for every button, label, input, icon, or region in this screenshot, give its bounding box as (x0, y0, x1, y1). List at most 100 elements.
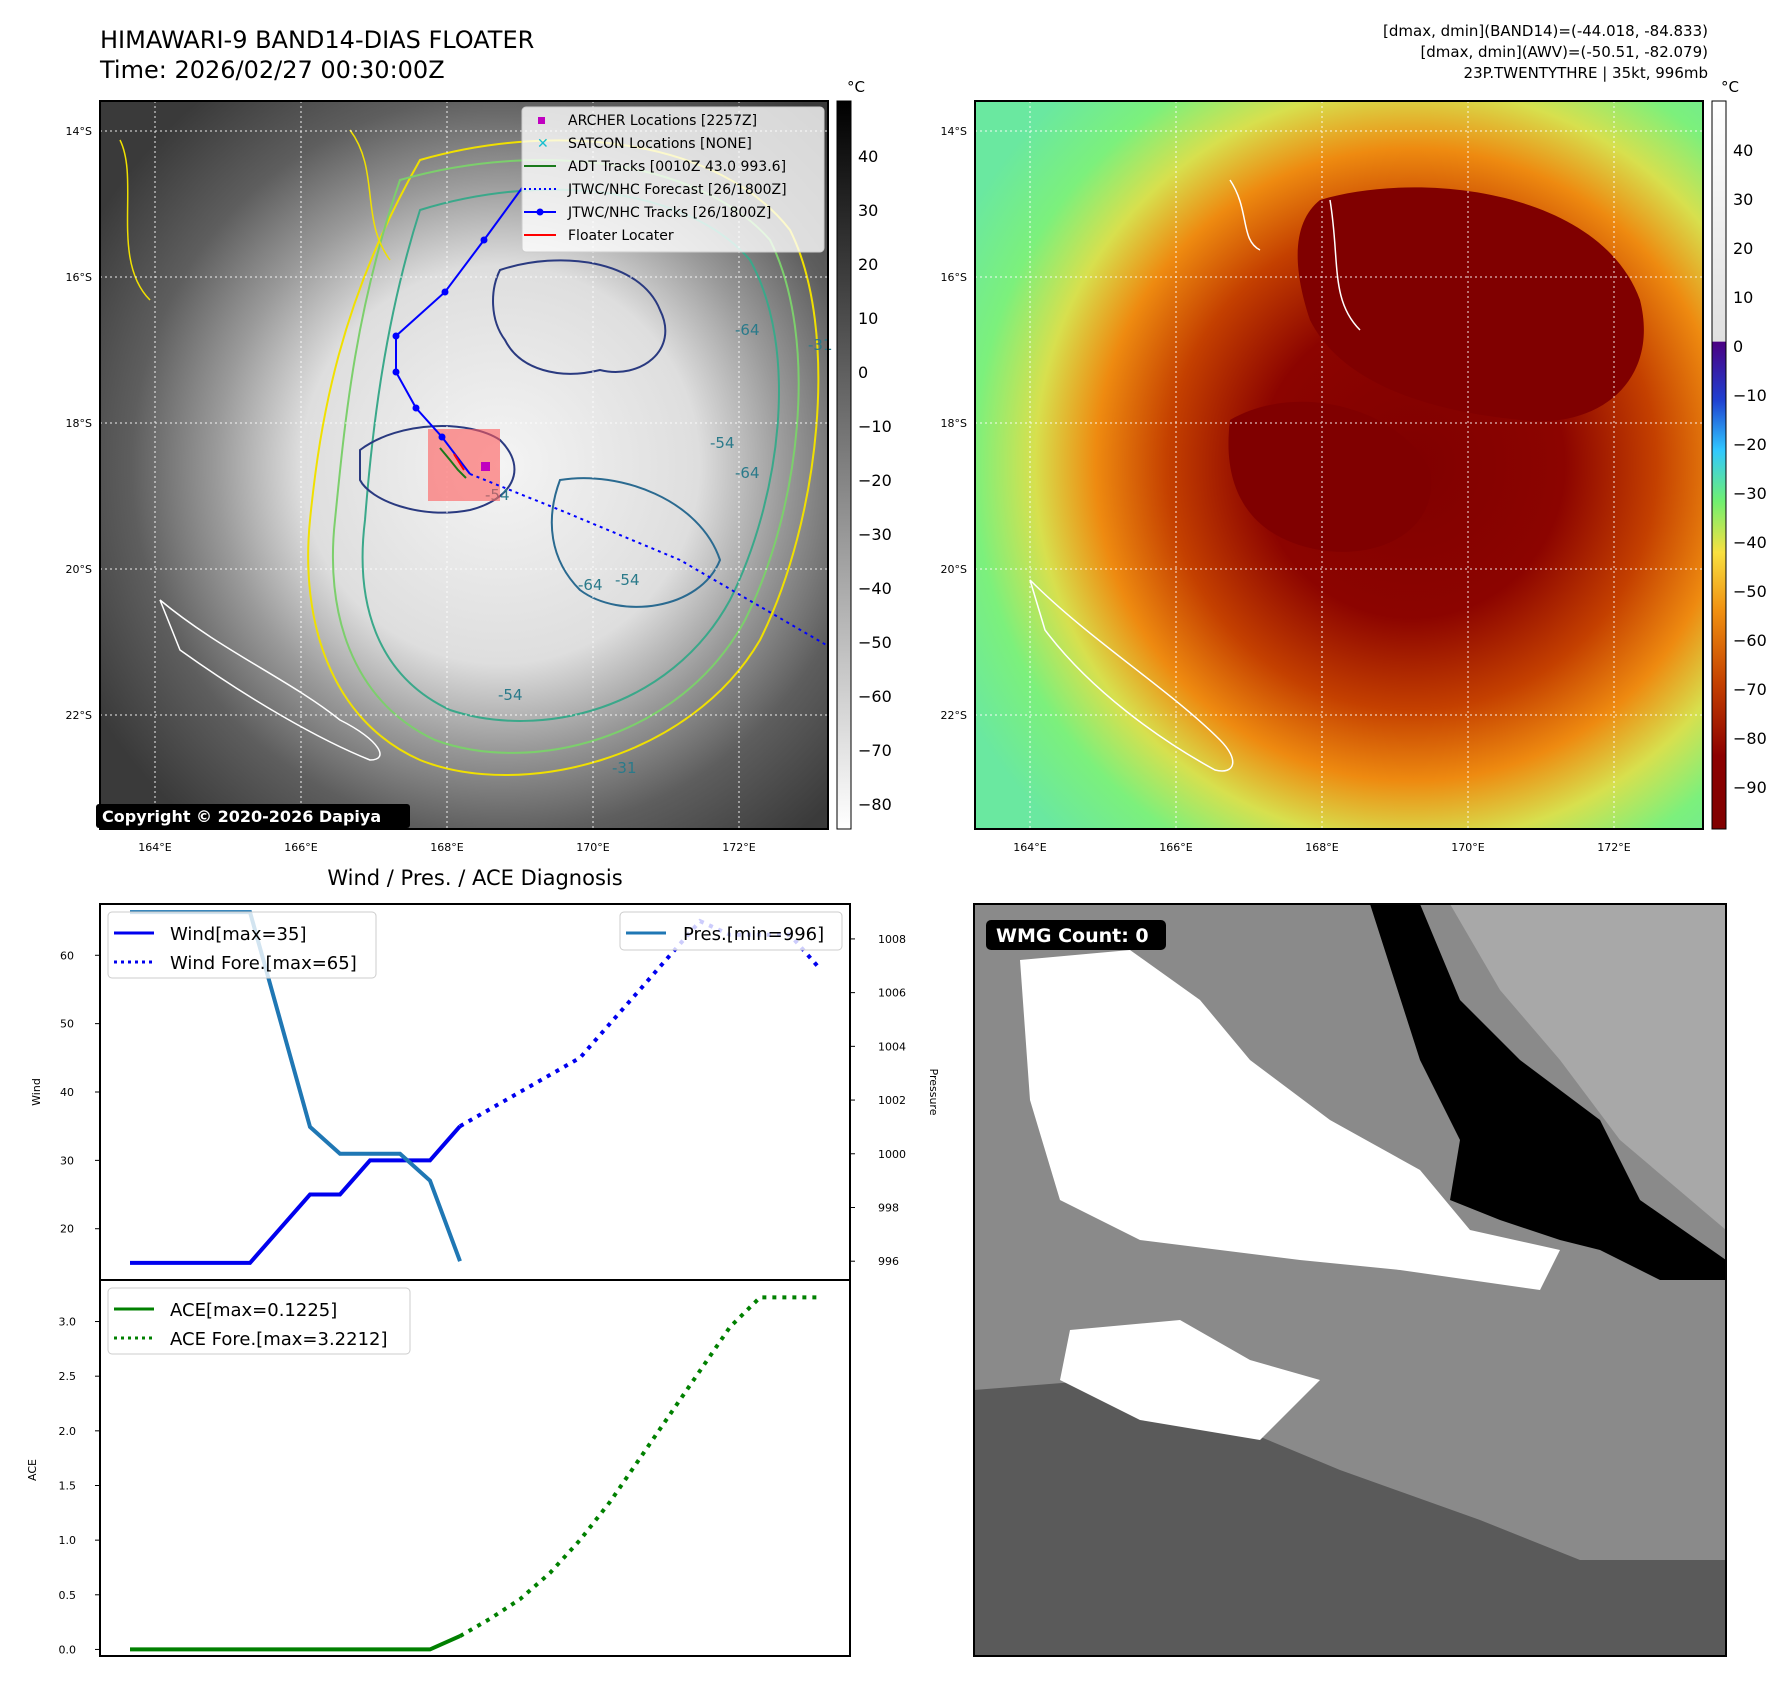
cb-tick: −60 (858, 687, 892, 706)
lat-label: 22°S (66, 709, 92, 722)
colorbar-left (836, 100, 852, 830)
lon-label: 172°E (1597, 841, 1630, 854)
ace-tick-label: 2.0 (59, 1425, 77, 1438)
cb-tick: −10 (858, 417, 892, 436)
colorbar-left-unit: °C (847, 78, 865, 96)
legend-wind-forecast: Wind Fore.[max=65] (170, 953, 357, 974)
contour-label: -54 (615, 571, 640, 589)
archer-location (481, 462, 490, 471)
cb-tick: −20 (1733, 435, 1767, 454)
cb-tick: −90 (1733, 778, 1767, 797)
legend-ace: ACE[max=0.1225] (170, 1300, 337, 1321)
pressure-tick-label: 996 (878, 1255, 899, 1268)
cb-tick: 40 (1733, 141, 1753, 160)
pressure-y-ticks: 996 998 1000 1002 1004 1006 1008 (850, 933, 906, 1268)
coastline-new-caledonia-right (1029, 579, 1234, 772)
jtwc-track-points (392, 236, 488, 441)
legend-archer: ARCHER Locations [2257Z] (568, 113, 757, 129)
wmg-black-band (1370, 904, 1726, 1280)
cb-tick: −60 (1733, 631, 1767, 650)
cb-tick: −70 (1733, 680, 1767, 699)
wmg-frame (973, 903, 1727, 1657)
cb-tick: −20 (858, 471, 892, 490)
cb-tick: 0 (858, 363, 868, 382)
lat-label: 18°S (66, 417, 92, 430)
cb-tick: 30 (1733, 190, 1753, 209)
lon-label: 164°E (1013, 841, 1046, 854)
lon-label: 170°E (576, 841, 609, 854)
pressure-tick-label: 1008 (878, 933, 906, 946)
awv-map-panel: 14°S 16°S 18°S 20°S 22°S 164°E 166°E 168… (941, 78, 1767, 854)
pressure-axis-label: Pressure (927, 1069, 940, 1116)
ace-series (130, 1295, 820, 1652)
wmg-panel: WMG Count: 0 (973, 903, 1727, 1657)
ace-legend-box (107, 1287, 411, 1355)
pressure-tick-label: 1000 (878, 1148, 906, 1161)
contour-navy-center (359, 425, 516, 514)
stats-awv: [dmax, dmin](AWV)=(-50.51, -82.079) (1420, 43, 1708, 61)
pressure-legend-box (619, 911, 843, 951)
lat-label: 14°S (66, 125, 92, 138)
legend-tracks-dot (536, 208, 544, 216)
ace-tick-label: 1.0 (59, 1534, 77, 1547)
contour-label: -54 (498, 686, 523, 704)
contour-navy-upper (492, 259, 667, 375)
ace-legend: ACE[max=0.1225] ACE Fore.[max=3.2212] (107, 1287, 411, 1355)
awv-lon-labels: 164°E 166°E 168°E 170°E 172°E (1013, 841, 1630, 854)
jtwc-forecast-line (469, 473, 829, 647)
lon-label: 166°E (1159, 841, 1192, 854)
lon-label: 168°E (1305, 841, 1338, 854)
legend-box (521, 106, 825, 253)
lon-label: 170°E (1451, 841, 1484, 854)
contour-label: -64 (578, 576, 603, 594)
ace-tick-label: 1.5 (59, 1479, 77, 1492)
lat-label: 16°S (66, 271, 92, 284)
wind-tick-label: 30 (60, 1154, 74, 1167)
pressure-tick-label: 1006 (878, 987, 906, 1000)
lon-label: 168°E (430, 841, 463, 854)
wind-pressure-chart: Wind Pressure 20 30 40 50 60 996 998 1000 1002 1… (30, 903, 940, 1281)
wind-tick-label: 40 (60, 1086, 74, 1099)
ace-tick-label: 0.0 (59, 1643, 77, 1656)
wind-axis-label: Wind (30, 1078, 43, 1106)
lat-label: 14°S (941, 125, 967, 138)
wmg-regions (974, 904, 1726, 1656)
lat-label: 22°S (941, 709, 967, 722)
wind-tick-label: 20 (60, 1223, 74, 1236)
series-line-ace-fore- (459, 1295, 820, 1638)
cb-tick: −50 (1733, 582, 1767, 601)
legend-pressure: Pres.[min=996] (683, 924, 824, 945)
colorbar-right-ticks: 40 30 20 10 0 −10 −20 −30 −40 −50 −60 −7… (1733, 141, 1767, 797)
pressure-legend: Pres.[min=996] (619, 911, 843, 951)
pressure-tick-label: 1004 (878, 1040, 906, 1053)
cb-tick: 20 (858, 255, 878, 274)
lat-label: 20°S (941, 563, 967, 576)
legend-satcon: SATCON Locations [NONE] (568, 136, 752, 152)
ace-tick-label: 0.5 (59, 1589, 77, 1602)
figure-time: Time: 2026/02/27 00:30:00Z (100, 56, 445, 84)
lat-label: 18°S (941, 417, 967, 430)
coastline-new-caledonia (159, 599, 381, 761)
pressure-tick-label: 1002 (878, 1094, 906, 1107)
wind-tick-label: 50 (60, 1018, 74, 1031)
cb-tick: −40 (1733, 533, 1767, 552)
legend-tracks: JTWC/NHC Tracks [26/1800Z] (567, 205, 771, 221)
contour-label: -54 (710, 434, 735, 452)
legend-adt: ADT Tracks [0010Z 43.0 993.6] (568, 159, 786, 175)
lat-label: 16°S (941, 271, 967, 284)
legend-ace-forecast: ACE Fore.[max=3.2212] (170, 1329, 388, 1350)
wmg-light-region (1450, 904, 1726, 1230)
wmg-count-label: WMG Count: 0 (996, 925, 1149, 947)
contour-label: -31 (612, 759, 637, 777)
cb-tick: −80 (858, 795, 892, 814)
wind-y-ticks: 20 30 40 50 60 (60, 949, 100, 1236)
stats-band14: [dmax, dmin](BAND14)=(-44.018, -84.833) (1383, 22, 1708, 40)
awv-lat-labels: 14°S 16°S 18°S 20°S 22°S (941, 125, 967, 722)
cb-tick: 30 (858, 201, 878, 220)
lon-label: 172°E (722, 841, 755, 854)
band14-map-panel: -64 -54 -64 -54 -64 -54 -54 -31 -31 ARCH… (66, 78, 892, 854)
cb-tick: −30 (1733, 484, 1767, 503)
legend-archer-marker (538, 117, 545, 124)
cb-tick: −30 (858, 525, 892, 544)
